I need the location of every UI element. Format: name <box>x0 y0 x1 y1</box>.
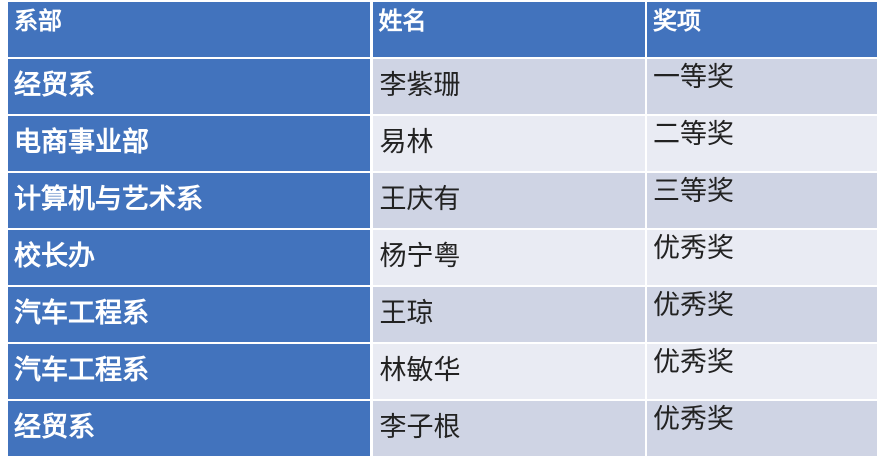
header-cell-award: 奖项 <box>647 2 877 57</box>
cell-name: 林敏华 <box>372 344 645 399</box>
cell-name: 李子根 <box>372 401 645 456</box>
cell-department: 经贸系 <box>8 59 370 114</box>
cell-award: 一等奖 <box>647 59 877 114</box>
cell-name: 李紫珊 <box>372 59 645 114</box>
cell-department: 汽车工程系 <box>8 344 370 399</box>
cell-department: 经贸系 <box>8 401 370 456</box>
cell-award: 优秀奖 <box>647 230 877 285</box>
cell-department: 电商事业部 <box>8 116 370 171</box>
header-cell-department: 系部 <box>8 2 370 57</box>
cell-name: 易林 <box>372 116 645 171</box>
cell-department: 校长办 <box>8 230 370 285</box>
cell-award: 三等奖 <box>647 173 877 228</box>
awards-table: 系部 姓名 奖项 经贸系 李紫珊 一等奖 电商事业部 易林 二等奖 计算机与艺术… <box>8 2 877 456</box>
cell-department: 汽车工程系 <box>8 287 370 342</box>
header-cell-name: 姓名 <box>372 2 645 57</box>
cell-award: 优秀奖 <box>647 287 877 342</box>
cell-award: 优秀奖 <box>647 344 877 399</box>
cell-department: 计算机与艺术系 <box>8 173 370 228</box>
cell-name: 王庆有 <box>372 173 645 228</box>
cell-award: 二等奖 <box>647 116 877 171</box>
cell-award: 优秀奖 <box>647 401 877 456</box>
cell-name: 王琼 <box>372 287 645 342</box>
cell-name: 杨宁粤 <box>372 230 645 285</box>
